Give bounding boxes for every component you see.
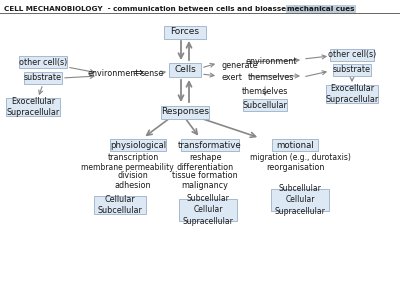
Text: migration (e.g., durotaxis): migration (e.g., durotaxis) <box>250 153 350 162</box>
Text: transformative: transformative <box>178 140 242 149</box>
FancyBboxPatch shape <box>24 72 62 84</box>
Text: Responses: Responses <box>161 108 209 117</box>
Text: malignancy: malignancy <box>182 181 228 190</box>
Text: environment: environment <box>87 68 139 78</box>
Text: Exocellular
Supracellular: Exocellular Supracellular <box>6 97 60 117</box>
FancyBboxPatch shape <box>94 196 146 214</box>
Text: CELL MECHANOBIOLOGY  - communication between cells and bioassemblies via: CELL MECHANOBIOLOGY - communication betw… <box>4 6 330 12</box>
FancyBboxPatch shape <box>243 99 287 111</box>
Text: motional: motional <box>276 140 314 149</box>
Text: differentiation: differentiation <box>176 162 234 171</box>
Text: Subcellular
Cellular
Supracellular: Subcellular Cellular Supracellular <box>274 185 326 216</box>
Text: membrane permeability: membrane permeability <box>81 162 173 171</box>
Text: other cell(s): other cell(s) <box>328 50 376 59</box>
Text: transcription: transcription <box>107 153 159 162</box>
FancyBboxPatch shape <box>161 106 209 119</box>
FancyBboxPatch shape <box>326 85 378 103</box>
FancyBboxPatch shape <box>181 139 239 151</box>
Text: exert: exert <box>222 72 243 82</box>
FancyBboxPatch shape <box>272 139 318 151</box>
Text: sense: sense <box>140 68 164 78</box>
Text: generate: generate <box>222 61 259 70</box>
FancyBboxPatch shape <box>19 56 67 68</box>
Text: physiological: physiological <box>110 140 166 149</box>
Text: themselves: themselves <box>248 74 294 83</box>
Text: Subcellular: Subcellular <box>242 100 288 110</box>
Text: Forces: Forces <box>170 27 200 37</box>
FancyBboxPatch shape <box>179 199 237 221</box>
Text: reorganisation: reorganisation <box>266 162 324 171</box>
Text: Cellular
Subcellular: Cellular Subcellular <box>98 195 142 215</box>
Text: other cell(s): other cell(s) <box>19 57 67 67</box>
Text: tissue formation: tissue formation <box>172 171 238 181</box>
Text: adhesion: adhesion <box>115 181 151 190</box>
FancyBboxPatch shape <box>330 49 374 61</box>
Text: ⇒: ⇒ <box>133 67 143 80</box>
FancyBboxPatch shape <box>6 98 60 116</box>
Text: Exocellular
Supracellular: Exocellular Supracellular <box>325 84 379 104</box>
Text: Subcellular
Cellular
Supracellular: Subcellular Cellular Supracellular <box>182 194 234 226</box>
Text: substrate: substrate <box>24 74 62 83</box>
FancyBboxPatch shape <box>164 25 206 38</box>
Text: substrate: substrate <box>333 65 371 74</box>
Text: themselves: themselves <box>242 87 288 97</box>
FancyBboxPatch shape <box>271 189 329 211</box>
Text: Cells: Cells <box>174 65 196 74</box>
Text: mechanical cues: mechanical cues <box>287 6 354 12</box>
Text: environment: environment <box>245 57 297 67</box>
FancyBboxPatch shape <box>333 64 371 76</box>
Text: reshape: reshape <box>189 153 221 162</box>
Text: division: division <box>118 171 148 181</box>
FancyBboxPatch shape <box>110 139 166 151</box>
FancyBboxPatch shape <box>169 63 201 77</box>
